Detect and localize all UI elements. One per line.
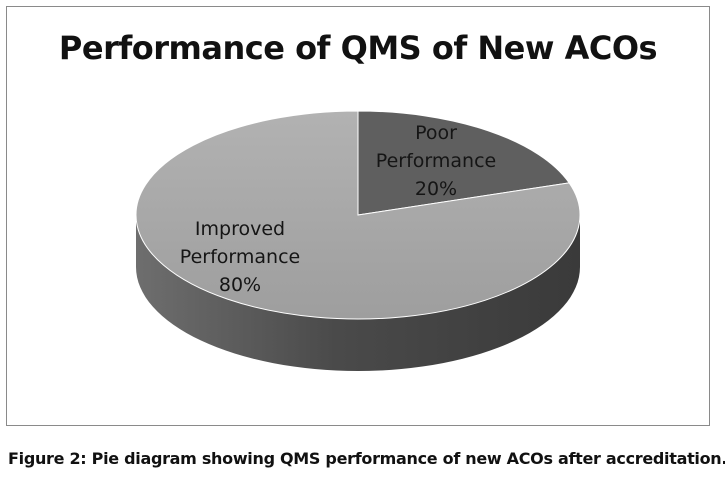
chart-title: Performance of QMS of New ACOs: [58, 29, 658, 67]
pie-side-wall: [136, 215, 580, 371]
slice-label-improved-performance: Improved Performance 80%: [180, 218, 300, 296]
figure-caption: Figure 2: Pie diagram showing QMS perfor…: [8, 449, 725, 468]
pie-sides: [136, 215, 580, 371]
pie-slice-poor-performance: [357, 110, 571, 216]
pie-tops: [135, 110, 581, 320]
pie-labels: Poor Performance 20% Improved Performance 80%: [180, 122, 496, 296]
slice-label-poor-performance: Poor Performance 20%: [376, 122, 496, 200]
pie-slice-improved-performance: [135, 110, 581, 320]
